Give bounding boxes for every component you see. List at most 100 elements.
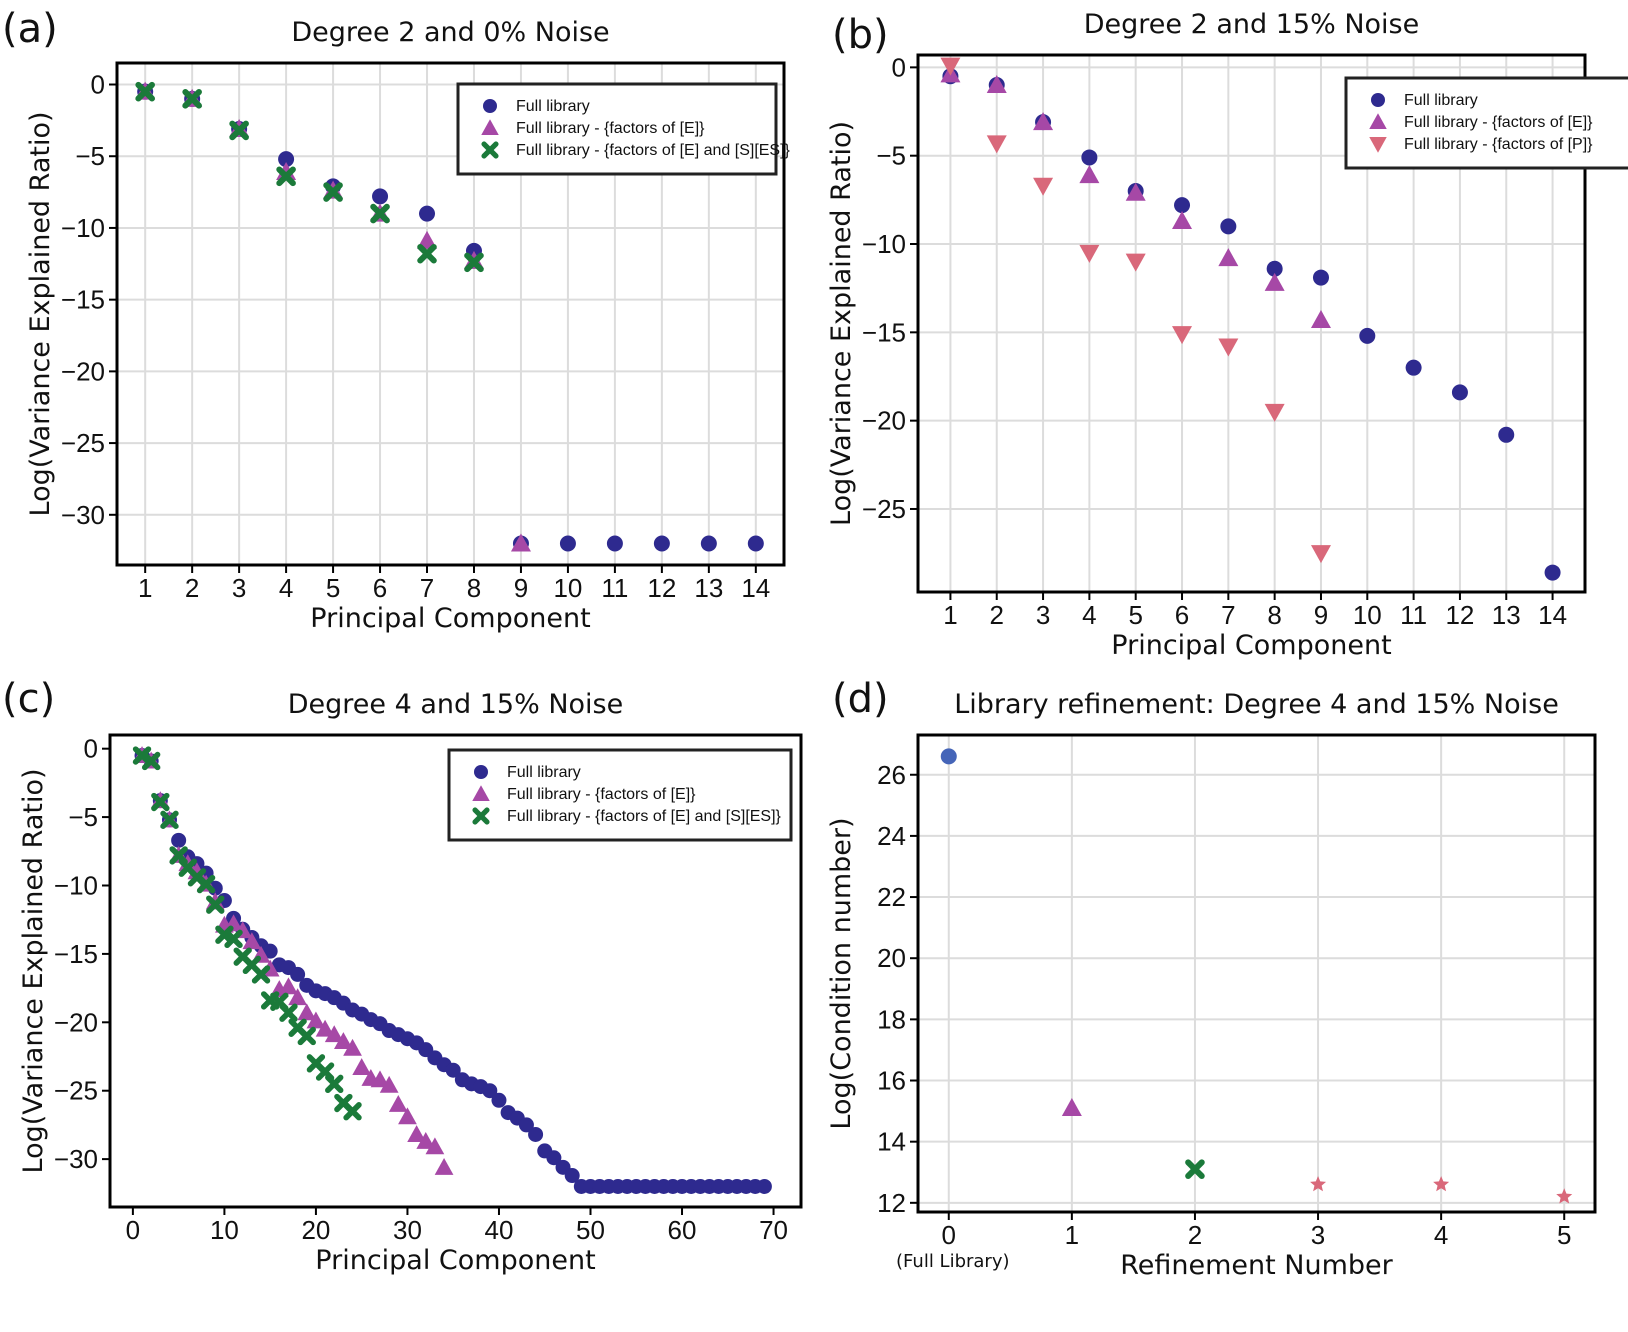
data-point-stroke-b	[233, 947, 252, 966]
data-point-stroke-b	[276, 166, 296, 187]
y-tick-label: −20	[61, 356, 105, 386]
legend-marker	[474, 765, 488, 779]
x-tick-label: 70	[759, 1215, 788, 1245]
x-tick-label: 3	[232, 573, 246, 603]
x-tick-label: 2	[990, 600, 1004, 630]
data-point	[224, 929, 243, 949]
legend-marker	[481, 141, 499, 159]
series-3	[132, 746, 362, 1121]
legend: Full library Full library - {factors of […	[447, 748, 793, 842]
data-point-stroke-b	[196, 874, 216, 894]
data-point	[315, 1019, 335, 1037]
x-tick-label: 2	[185, 573, 199, 603]
data-point	[334, 1032, 353, 1049]
panel-c: 0 10 20 30 40 50 60 70 0 −5 −10 −15 −20 −25 −30 Princip…	[2, 676, 803, 1276]
x-tick-label: 8	[1267, 600, 1281, 630]
legend-box	[456, 82, 778, 176]
data-point	[1079, 165, 1100, 184]
data-point	[160, 810, 179, 830]
x-tick-label: 14	[741, 573, 770, 603]
x-tick-label: 2	[1188, 1220, 1202, 1250]
panel-b: 1 2 3 4 5 6 7 8 9 10 11 12 13 140−5−10−15−20−25Princi…	[826, 9, 1628, 661]
x-tick-label: 7	[420, 573, 434, 603]
data-point	[276, 166, 296, 187]
data-point	[1061, 1098, 1082, 1117]
y-tick-label: −10	[862, 229, 906, 259]
data-point-stroke-b	[370, 203, 390, 224]
legend-entry: Full library - {factors of [E] and [S][E…	[507, 808, 782, 825]
legend-marker-stroke-b	[472, 807, 490, 825]
data-point	[510, 533, 531, 552]
legend-marker	[472, 785, 490, 801]
data-point	[1266, 260, 1283, 277]
x-tick-label: 5	[326, 573, 340, 603]
data-point-stroke-b	[135, 81, 155, 102]
x-axis-label: Principal Component	[1111, 630, 1391, 661]
data-point	[1556, 1188, 1573, 1204]
y-tick-label: −15	[61, 285, 105, 315]
y-axis-label: Log(Variance Explained Ratio)	[826, 121, 857, 526]
data-point-stroke-b	[343, 1102, 362, 1121]
data-point	[343, 1038, 362, 1056]
legend-marker	[483, 99, 497, 113]
legend-entry: Full library - {factors of [E]}	[507, 786, 696, 803]
x-tick-label: 20	[301, 1215, 330, 1245]
y-tick-label: −25	[61, 428, 105, 458]
data-point	[279, 977, 298, 995]
y-axis-label: Log(Variance Explained Ratio)	[25, 112, 56, 517]
data-point	[518, 1117, 534, 1133]
data-point	[1218, 248, 1239, 267]
x-tick-label: 13	[1492, 600, 1521, 630]
y-tick-label: −25	[862, 494, 906, 524]
data-point	[182, 89, 202, 109]
data-point-stroke-b	[297, 1026, 316, 1046]
data-point	[196, 874, 216, 894]
x-tick-label: 11	[601, 573, 628, 603]
data-point-stroke-b	[306, 1054, 326, 1073]
legend: Full library Full library - {factors of […	[456, 82, 791, 176]
data-point-stroke-b	[325, 1074, 344, 1094]
data-point	[151, 792, 170, 812]
data-point	[352, 1058, 372, 1075]
data-point-stroke-b	[242, 955, 262, 975]
data-point	[528, 1126, 544, 1142]
data-point	[1218, 338, 1239, 357]
legend-box	[1344, 76, 1628, 170]
data-point	[417, 243, 437, 264]
data-point	[325, 1074, 344, 1094]
chart-title: Library refinement: Degree 4 and 15% Noi…	[954, 689, 1559, 720]
data-point	[1081, 149, 1098, 166]
data-point	[416, 1131, 436, 1149]
data-point-stroke-b	[187, 868, 207, 887]
data-point	[388, 1095, 408, 1112]
data-point	[1033, 112, 1054, 131]
data-point	[1451, 384, 1468, 401]
data-point	[1079, 244, 1100, 263]
legend-box	[447, 748, 793, 842]
y-axis-label: Log(Variance Explained Ratio)	[18, 769, 49, 1174]
data-point	[546, 1150, 562, 1166]
data-point	[1264, 403, 1285, 422]
x-tick-label: 14	[1538, 600, 1567, 630]
data-point	[379, 1075, 399, 1093]
data-point-stroke-b	[1185, 1159, 1205, 1179]
data-point-stroke-b	[178, 858, 197, 877]
legend-marker	[1369, 137, 1387, 153]
data-point	[279, 1003, 298, 1022]
x-axis-label: Principal Component	[310, 603, 590, 634]
data-point	[1310, 309, 1331, 328]
y-tick-label: 22	[877, 882, 906, 912]
panel-letter: (a)	[2, 6, 58, 52]
data-point	[343, 1102, 362, 1121]
data-point-stroke-b	[132, 746, 152, 765]
data-point-stroke-b	[417, 243, 437, 264]
data-point	[1433, 1176, 1450, 1192]
data-point	[1264, 272, 1285, 291]
x-tick-label: 12	[647, 573, 676, 603]
data-point	[288, 988, 307, 1006]
x-tick-label: 12	[1445, 600, 1474, 630]
data-point	[135, 81, 155, 102]
x-tick-label: 5	[1128, 600, 1142, 630]
plot-frame	[115, 61, 786, 567]
